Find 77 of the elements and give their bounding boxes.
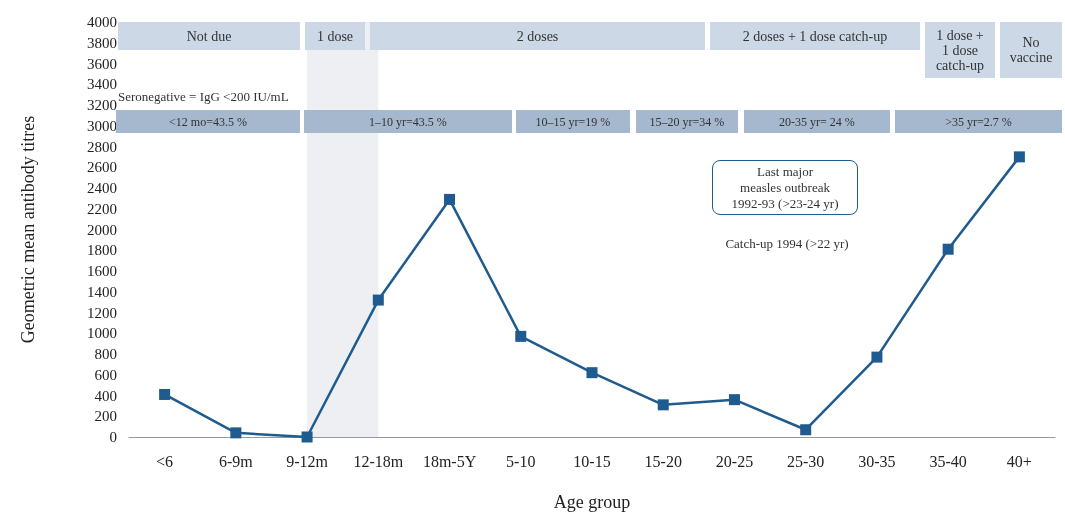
annotation: 1 dose + 1 dose catch-up bbox=[935, 27, 985, 73]
label-box: 20-35 yr= 24 % bbox=[744, 110, 890, 133]
point bbox=[871, 351, 883, 363]
x-tick-label: 20-25 bbox=[715, 452, 754, 470]
y-tick-label: 2400 bbox=[87, 180, 117, 196]
y-tick-label: 1000 bbox=[87, 325, 117, 342]
label-box: 1 dose + 1 dose catch-up bbox=[925, 22, 995, 78]
annotation: >35 yr=2.7 % bbox=[945, 113, 1012, 130]
y-tick-label: 200 bbox=[94, 408, 117, 425]
point bbox=[1013, 151, 1025, 163]
label-box: 1–10 yr=43.5 % bbox=[304, 110, 512, 133]
point bbox=[372, 294, 384, 306]
x-axis-title: Age group bbox=[553, 492, 631, 512]
label-box: >35 yr=2.7 % bbox=[895, 110, 1062, 133]
annotation: 2 doses + 1 dose catch-up bbox=[742, 28, 888, 44]
y-tick-label: 1800 bbox=[87, 242, 117, 259]
label-box: 1 dose bbox=[305, 22, 365, 50]
annotation: 15–20 yr=34 % bbox=[649, 113, 725, 130]
label-box: 2 doses bbox=[370, 22, 705, 50]
point bbox=[942, 243, 954, 255]
y-tick-label: 3200 bbox=[87, 97, 117, 113]
x-tick-label: <6 bbox=[156, 452, 174, 470]
y-tick-label: 1200 bbox=[87, 304, 117, 321]
y-tick-label: 2800 bbox=[87, 138, 117, 155]
annotation: 20-35 yr= 24 % bbox=[779, 113, 855, 130]
y-tick-label: 800 bbox=[94, 346, 117, 362]
x-tick-label: 40+ bbox=[1006, 452, 1032, 470]
point bbox=[301, 431, 313, 443]
y-axis-title: Geometric mean antibody titres bbox=[18, 115, 38, 344]
x-tick-label: 30-35 bbox=[858, 452, 896, 470]
x-tick-label: 5-10 bbox=[506, 452, 536, 470]
label-box: Last major measles outbreak 1992-93 (>23-24 yr) bbox=[712, 160, 858, 215]
y-tick-label: 600 bbox=[94, 366, 117, 383]
y-tick-label: 400 bbox=[94, 387, 117, 404]
point bbox=[515, 330, 527, 342]
annotation: Last major measles outbreak 1992-93 (>23-24 yr) bbox=[731, 163, 839, 212]
annotation: 1 dose bbox=[316, 28, 354, 44]
label-box: 10–15 yr=19 % bbox=[516, 110, 630, 133]
y-tick-label: 3000 bbox=[87, 117, 117, 134]
label-box: No vaccine bbox=[1000, 22, 1062, 78]
annotation: 1–10 yr=43.5 % bbox=[369, 113, 447, 130]
y-tick-label: 3400 bbox=[87, 76, 117, 93]
point bbox=[444, 193, 456, 205]
label-box: 2 doses + 1 dose catch-up bbox=[710, 22, 920, 50]
x-tick-label: 35-40 bbox=[929, 452, 967, 470]
y-tick-label: 0 bbox=[109, 429, 117, 445]
annotation: <12 mo=43.5 % bbox=[169, 113, 247, 130]
annotation: 10–15 yr=19 % bbox=[535, 113, 611, 130]
point bbox=[586, 367, 598, 379]
x-tick-label: 9-12m bbox=[286, 452, 329, 470]
y-tick-label: 3600 bbox=[87, 55, 117, 72]
y-tick-label: 2200 bbox=[87, 200, 117, 217]
point bbox=[230, 427, 242, 439]
y-tick-label: 1400 bbox=[87, 283, 117, 300]
y-tick-label: 2600 bbox=[87, 159, 117, 176]
y-tick-label: 2000 bbox=[87, 221, 117, 238]
x-tick-label: 25-30 bbox=[787, 452, 825, 470]
annotation: Not due bbox=[186, 28, 232, 44]
y-tick-label: 3800 bbox=[87, 34, 117, 51]
point bbox=[159, 388, 171, 400]
x-tick-label: 12-18m bbox=[353, 452, 404, 470]
annotation: No vaccine bbox=[1009, 35, 1053, 65]
annotation: Seronegative = IgG <200 IU/mL bbox=[118, 88, 289, 104]
label-box: <12 mo=43.5 % bbox=[116, 110, 300, 133]
annotation: 2 doses bbox=[516, 28, 559, 44]
x-tick-label: 15-20 bbox=[644, 452, 682, 470]
point bbox=[728, 394, 740, 406]
x-tick-label: 6-9m bbox=[218, 452, 254, 470]
annotation: Catch-up 1994 (>22 yr) bbox=[725, 235, 849, 251]
x-tick-label: 10-15 bbox=[573, 452, 611, 470]
y-tick-label: 1600 bbox=[87, 263, 117, 279]
point bbox=[800, 424, 812, 436]
x-tick-label: 18m-5Y bbox=[422, 452, 477, 470]
point bbox=[657, 399, 669, 411]
y-tick-label: 4000 bbox=[87, 14, 117, 30]
label-box: Not due bbox=[118, 22, 300, 50]
label-box: 15–20 yr=34 % bbox=[636, 110, 738, 133]
